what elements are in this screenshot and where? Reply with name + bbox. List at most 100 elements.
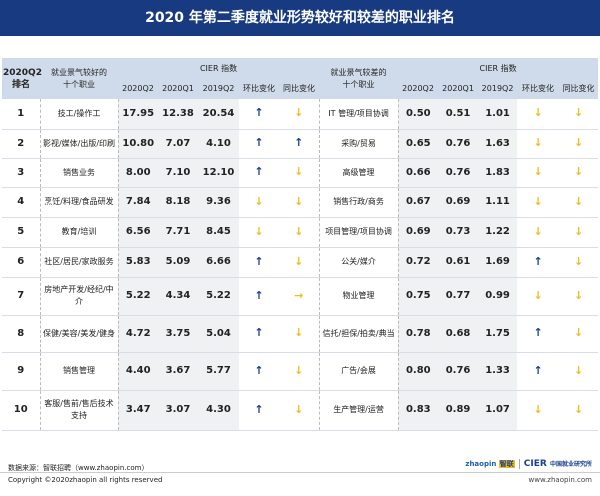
- bad-cier-2020q1: 0.51: [438, 99, 479, 130]
- rank-cell: 2: [2, 129, 40, 159]
- good-yoy-change: ↓: [279, 315, 320, 353]
- bad-cier-2020q1: 0.76: [438, 352, 479, 391]
- bad-job-name: 高级管理: [318, 158, 399, 188]
- rank-cell: 5: [2, 217, 40, 248]
- bad-cier-2020q1: 0.61: [438, 247, 479, 278]
- arrow-up-icon: ↑: [254, 326, 264, 339]
- bad-qoq-change: ↓: [517, 277, 560, 316]
- good-cier-2020q1: 5.09: [158, 247, 198, 278]
- good-cier-2020q2: 4.72: [118, 315, 158, 353]
- good-job-name: 销售业务: [39, 158, 119, 188]
- good-yoy-change: ↓: [279, 187, 320, 218]
- good-cier-2019q2: 6.66: [198, 247, 239, 278]
- good-cier-2019q2: 5.04: [198, 315, 239, 353]
- good-cier-2020q2: 17.95: [118, 99, 158, 130]
- arrow-up-icon: ↑: [254, 288, 264, 302]
- header-cier-right: CIER 指数: [398, 58, 599, 79]
- bad-cier-2020q2: 0.72: [398, 247, 439, 278]
- good-cier-2020q2: 10.80: [118, 129, 158, 159]
- arrow-up-icon: ↑: [533, 254, 543, 268]
- header-yoy: 同比变化: [559, 79, 599, 99]
- header-2020q2: 2020Q2: [398, 79, 439, 99]
- rank-cell: 10: [2, 390, 40, 431]
- rank-cell: 4: [2, 187, 40, 218]
- good-cier-2019q2: 4.10: [198, 129, 239, 159]
- arrow-down-icon: ↓: [573, 254, 584, 268]
- good-qoq-change: ↑: [239, 352, 279, 391]
- header-2020q2: 2020Q2: [118, 79, 158, 99]
- rank-cell: 6: [2, 247, 40, 278]
- table-row: 5 教育/培训 6.56 7.71 8.45 ↓ ↓ 项目管理/项目协调 0.69 0.73 1.2…: [2, 217, 599, 248]
- bad-cier-2019q2: 1.11: [478, 187, 518, 218]
- data-source: 数据来源：智联招聘（www.zhaopin.com）: [8, 464, 149, 472]
- arrow-down-icon: ↓: [533, 136, 543, 149]
- bad-qoq-change: ↓: [517, 187, 560, 218]
- good-cier-2019q2: 4.30: [198, 390, 239, 431]
- bad-yoy-change: ↓: [559, 315, 599, 353]
- zhaopin-logo: zhaopin 智联: [465, 460, 515, 468]
- arrow-down-icon: ↓: [254, 224, 264, 238]
- arrow-down-icon: ↓: [294, 106, 304, 120]
- table-row: 6 社区/居民/家政服务 5.83 5.09 6.66 ↑ ↓ 公关/媒介 0.72 0.61 1.…: [2, 247, 599, 278]
- good-yoy-change: ↓: [279, 158, 320, 188]
- good-yoy-change: ↓: [279, 99, 320, 130]
- arrow-down-icon: ↓: [573, 363, 584, 377]
- good-yoy-change: →: [279, 277, 320, 316]
- good-cier-2020q1: 3.75: [158, 315, 198, 353]
- good-job-name: 房地产开发/经纪/中介: [39, 277, 119, 316]
- good-cier-2020q1: 7.10: [158, 158, 198, 188]
- bad-yoy-change: ↓: [559, 99, 599, 130]
- arrow-down-icon: ↓: [533, 165, 543, 178]
- bad-cier-2020q1: 0.77: [438, 277, 479, 316]
- website: www.zhaopin.com: [528, 476, 592, 484]
- header-bad-jobs: 就业景气较差的 十个职业: [319, 58, 399, 99]
- arrow-down-icon: ↓: [573, 194, 584, 208]
- logos: zhaopin 智联 CIER 中国就业研究所: [465, 459, 592, 469]
- arrow-down-icon: ↓: [294, 402, 304, 416]
- bad-yoy-change: ↓: [559, 158, 599, 188]
- good-cier-2020q2: 7.84: [118, 187, 158, 218]
- good-cier-2019q2: 20.54: [198, 99, 239, 130]
- bad-cier-2019q2: 1.33: [478, 352, 518, 391]
- arrow-down-icon: ↓: [533, 402, 543, 416]
- bad-job-name: 物业管理: [318, 277, 399, 316]
- header-yoy: 同比变化: [279, 79, 320, 99]
- good-qoq-change: ↑: [239, 390, 279, 431]
- table-row: 3 销售业务 8.00 7.10 12.10 ↑ ↓ 高级管理 0.66 0.76 1.83 ↓ ↓: [2, 158, 599, 188]
- header-2020q1: 2020Q1: [158, 79, 198, 99]
- bad-cier-2020q2: 0.75: [398, 277, 439, 316]
- good-cier-2020q1: 7.07: [158, 129, 198, 159]
- bad-job-name: 生产管理/运营: [318, 390, 399, 431]
- arrow-down-icon: ↓: [573, 224, 584, 238]
- arrow-up-icon: ↑: [294, 136, 304, 149]
- bad-cier-2019q2: 1.07: [478, 390, 518, 431]
- bad-qoq-change: ↓: [517, 99, 560, 130]
- bad-yoy-change: ↓: [559, 129, 599, 159]
- arrow-down-icon: ↓: [294, 165, 304, 178]
- good-job-name: 社区/居民/家政服务: [39, 247, 119, 278]
- copyright: Copyright ©2020zhaopin all rights reserv…: [8, 476, 163, 484]
- bad-cier-2020q1: 0.76: [438, 129, 479, 159]
- arrow-down-icon: ↓: [294, 363, 304, 377]
- arrow-down-icon: ↓: [533, 224, 543, 238]
- table-row: 10 客服/售前/售后技术支持 3.47 3.07 4.30 ↑ ↓ 生产管理/运营 0.83 0…: [2, 390, 599, 431]
- rank-cell: 3: [2, 158, 40, 188]
- good-cier-2020q2: 6.56: [118, 217, 158, 248]
- good-cier-2020q2: 4.40: [118, 352, 158, 391]
- arrow-down-icon: ↓: [573, 136, 584, 149]
- bad-cier-2020q2: 0.67: [398, 187, 439, 218]
- good-cier-2020q2: 5.22: [118, 277, 158, 316]
- bad-cier-2020q2: 0.80: [398, 352, 439, 391]
- arrow-down-icon: ↓: [533, 288, 543, 302]
- cier-logo: CIER 中国就业研究所: [518, 459, 592, 469]
- bad-cier-2019q2: 1.83: [478, 158, 518, 188]
- bad-cier-2020q1: 0.68: [438, 315, 479, 353]
- table-row: 8 保健/美容/美发/健身 4.72 3.75 5.04 ↑ ↓ 信托/担保/拍卖/典当 0.7…: [2, 315, 599, 353]
- good-cier-2020q2: 5.83: [118, 247, 158, 278]
- arrow-down-icon: ↓: [573, 402, 584, 416]
- bad-cier-2020q1: 0.89: [438, 390, 479, 431]
- header-2019q2: 2019Q2: [478, 79, 518, 99]
- bad-cier-2020q2: 0.66: [398, 158, 439, 188]
- bad-cier-2019q2: 0.99: [478, 277, 518, 316]
- good-yoy-change: ↑: [279, 129, 320, 159]
